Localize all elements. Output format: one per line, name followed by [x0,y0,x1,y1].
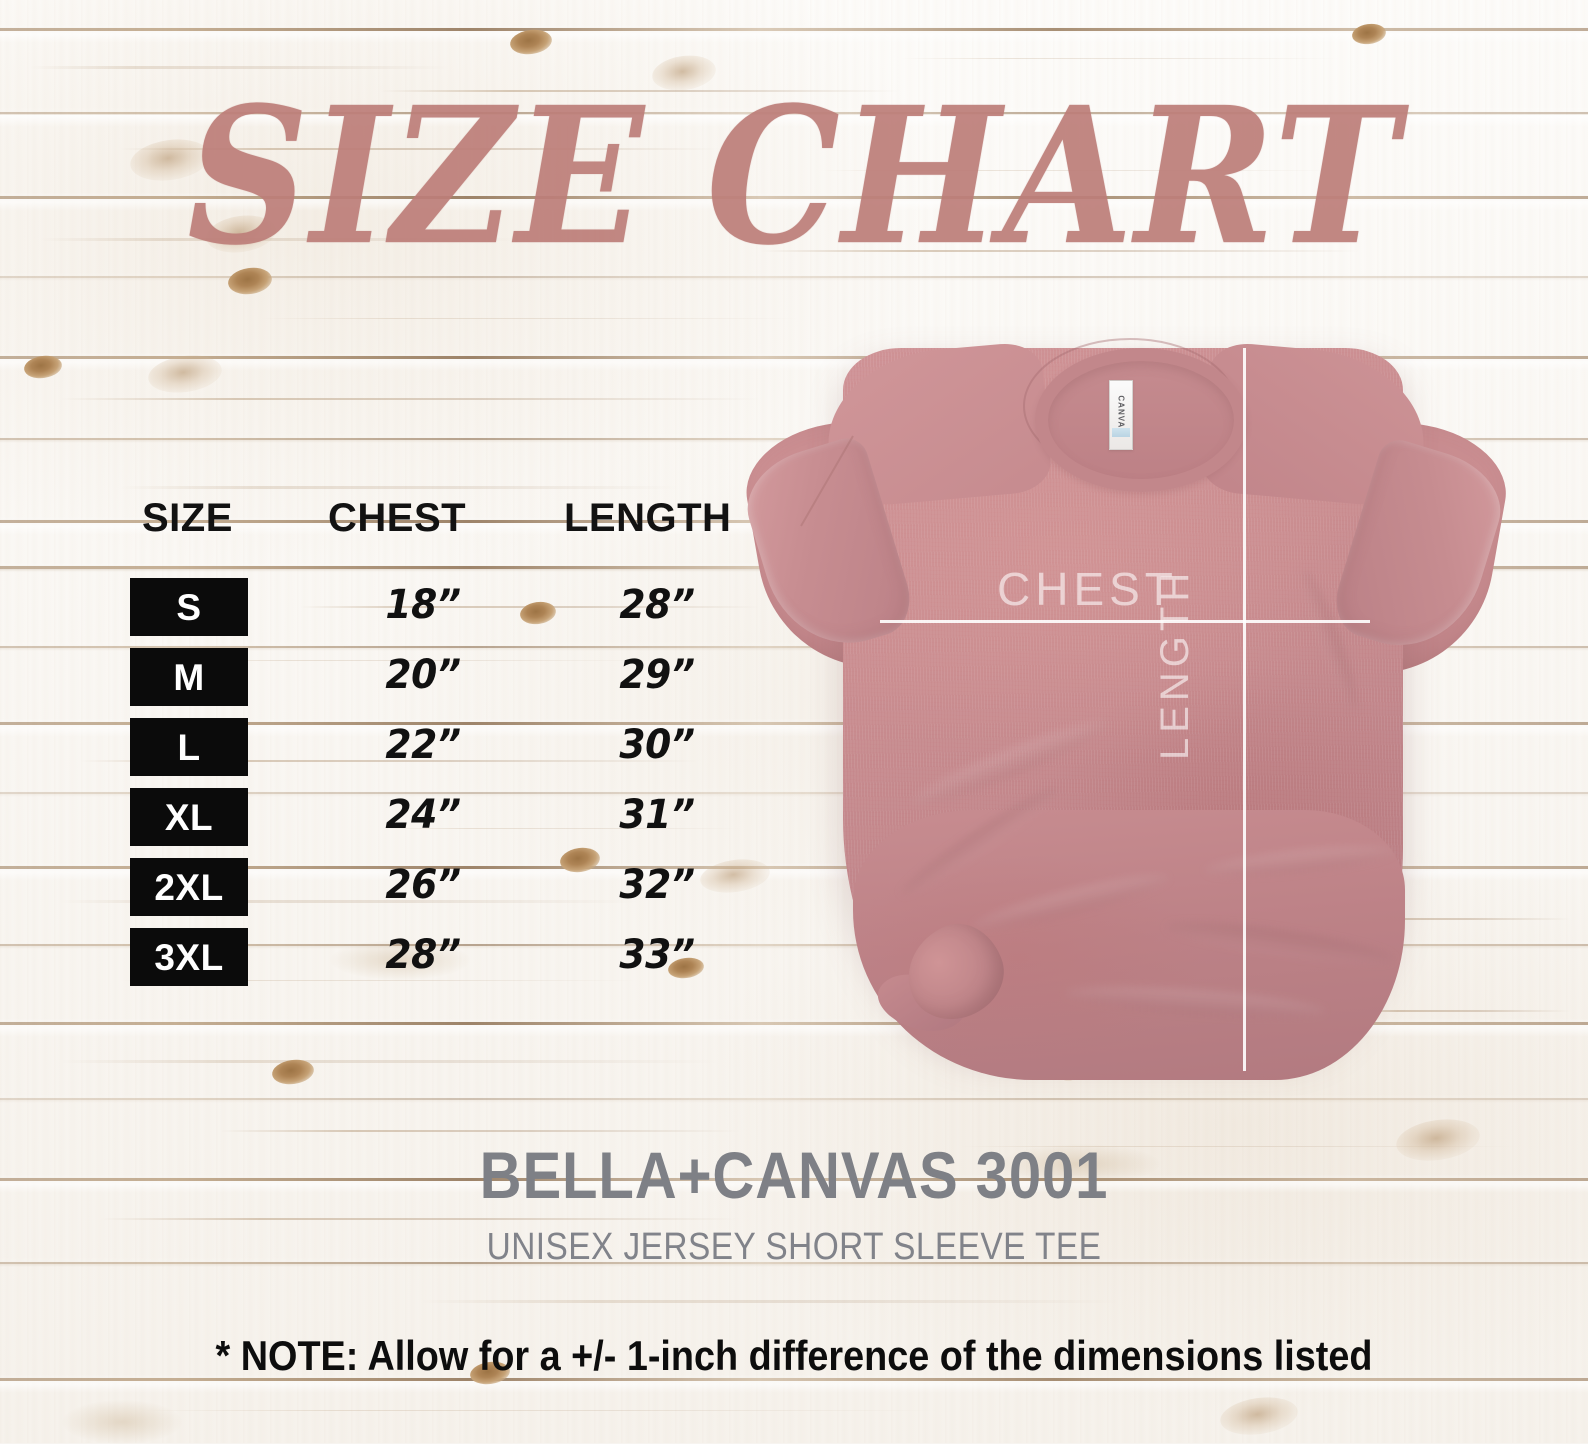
plank-seam [0,1178,1588,1181]
neck-tag-barcode [1112,428,1130,437]
note-text: * NOTE: Allow for a +/- 1-inch differenc… [215,1332,1373,1379]
column-header-length: LENGTH [564,496,732,540]
plank-seam [0,196,1588,199]
plank-seam [0,1378,1588,1381]
table-body: S 18” 28” M 20” 29” L 22” 30” XL 24” 31” [130,578,770,998]
chest-value: 24” [385,792,461,838]
size-badge: L [130,718,248,776]
plank-seam [0,866,1588,869]
plank-face-highlight [0,1181,1588,1193]
table-row: S 18” 28” [130,578,770,648]
plank-seam [0,944,1588,946]
collar [1035,348,1247,492]
plank-seam [0,722,1588,725]
size-badge: S [130,578,248,636]
plank-face-highlight [0,199,1588,211]
product-photo: CANVAS CHEST LENGTH [734,330,1545,1130]
size-badge: XL [130,788,248,846]
table-header-row: SIZE CHEST LENGTH [130,496,770,548]
size-chart-table: SIZE CHEST LENGTH S 18” 28” M 20” 29” L … [130,496,770,986]
chest-value: 18” [385,582,461,628]
size-badge: 3XL [130,928,248,986]
product-subtitle: UNISEX JERSEY SHORT SLEEVE TEE [486,1226,1102,1268]
column-header-size: SIZE [142,496,233,540]
chest-value: 28” [385,932,461,978]
size-label: 3XL [154,936,224,978]
table-row: M 20” 29” [130,648,770,718]
plank-seam [0,112,1588,114]
plank-seam [0,792,1588,794]
neck-label-tag: CANVAS [1109,380,1133,450]
chest-value: 26” [385,862,461,908]
size-badge: M [130,648,248,706]
plank-face-highlight [0,31,1588,43]
brand-name: BELLA+CANVAS 3001 [479,1138,1109,1212]
chest-value: 20” [385,652,461,698]
length-value: 32” [619,862,695,908]
table-row: 2XL 26” 32” [130,858,770,928]
column-header-chest: CHEST [328,496,467,540]
page-title: SIZE CHART [187,65,1401,287]
length-value: 28” [619,582,695,628]
size-badge: 2XL [130,858,248,916]
plank-seam [0,1022,1588,1025]
plank-seam [0,1098,1588,1100]
plank-seam [0,356,1588,359]
size-label: 2XL [154,866,224,908]
length-value: 30” [619,722,695,768]
chest-value: 22” [385,722,461,768]
table-row: 3XL 28” 33” [130,928,770,998]
plank-seam [0,646,1588,648]
plank-seam [0,1262,1588,1264]
plank-face-highlight [0,115,1588,127]
length-value: 31” [619,792,695,838]
plank-seam [0,276,1588,278]
length-value: 33” [619,932,695,978]
plank-face-highlight [0,1381,1588,1393]
size-label: XL [164,796,214,838]
table-row: XL 24” 31” [130,788,770,858]
size-label: M [173,656,205,698]
length-value: 29” [619,652,695,698]
table-row: L 22” 30” [130,718,770,788]
size-label: S [176,586,202,628]
size-label: L [177,726,201,768]
plank-seam [0,28,1588,31]
tshirt-illustration: CANVAS [734,330,1545,1130]
